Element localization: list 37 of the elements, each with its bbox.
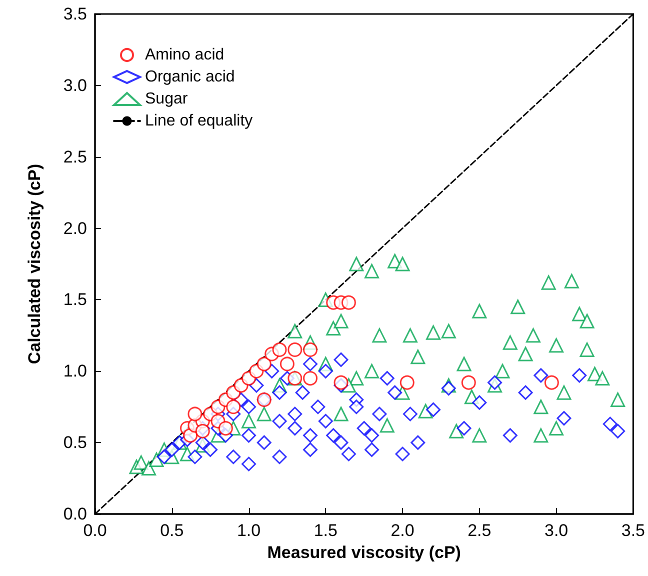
y-tick-label: 0.5	[63, 433, 87, 452]
x-tick-label: 2.5	[468, 521, 492, 540]
x-tick-label: 3.5	[621, 521, 646, 540]
x-axis-title: Measured viscosity (cP)	[267, 543, 461, 562]
y-tick-label: 3.0	[63, 76, 87, 95]
point	[303, 371, 318, 386]
legend-label: Sugar	[145, 90, 188, 108]
point	[288, 342, 302, 357]
x-tick-label: 1.5	[314, 521, 338, 540]
y-tick-label: 0.0	[63, 504, 87, 524]
x-tick-label: 3.0	[544, 521, 568, 540]
y-axis-title: Calculated viscosity (cP)	[25, 164, 44, 364]
point	[280, 356, 294, 372]
point	[256, 356, 272, 372]
x-tick-label: 2.0	[390, 521, 414, 540]
legend-label: Organic acid	[145, 68, 235, 86]
point	[544, 375, 559, 390]
point	[272, 342, 287, 357]
point	[195, 424, 210, 438]
point	[461, 375, 476, 390]
legend-label: Line of equality	[145, 112, 253, 130]
y-tick-label: 3.5	[63, 4, 87, 24]
point	[341, 295, 356, 310]
point	[218, 421, 233, 436]
point	[188, 406, 202, 422]
y-tick-label: 1.5	[63, 290, 87, 310]
y-tick-label: 2.5	[63, 147, 87, 166]
x-tick-label: 0.5	[160, 521, 184, 540]
point	[334, 375, 348, 390]
y-tick-label: 1.0	[63, 362, 87, 381]
point	[303, 342, 318, 357]
x-tick-label: 1.0	[236, 521, 261, 540]
point	[400, 375, 414, 390]
y-tick-label: 2.0	[63, 218, 87, 238]
point	[226, 400, 241, 414]
x-tick-label: 0.0	[83, 521, 107, 540]
legend-label: Amino acid	[145, 46, 224, 64]
